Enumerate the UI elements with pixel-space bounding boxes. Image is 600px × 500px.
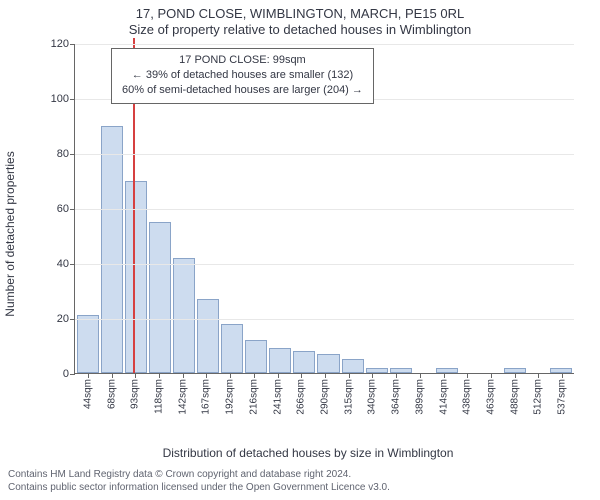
y-tick-label: 80 — [57, 148, 69, 160]
y-tick-label: 100 — [51, 93, 69, 105]
x-tick-label: 167sqm — [201, 379, 212, 415]
histogram-bar — [221, 324, 243, 374]
y-tick-label: 120 — [51, 38, 69, 50]
x-tick-mark — [230, 373, 231, 378]
x-tick-mark — [112, 373, 113, 378]
histogram-bar — [77, 315, 99, 373]
x-tick-label: 512sqm — [533, 379, 544, 415]
x-tick-mark — [325, 373, 326, 378]
x-tick-mark — [135, 373, 136, 378]
x-tick-mark — [491, 373, 492, 378]
y-tick-label: 20 — [57, 313, 69, 325]
gridline — [75, 154, 574, 155]
histogram-bar — [550, 368, 572, 374]
x-tick-label: 488sqm — [509, 379, 520, 415]
y-tick-mark — [70, 264, 75, 265]
footer-line2: Contains public sector information licen… — [8, 481, 390, 494]
footer-line1: Contains HM Land Registry data © Crown c… — [8, 468, 390, 481]
y-tick-mark — [70, 99, 75, 100]
y-tick-mark — [70, 44, 75, 45]
gridline — [75, 209, 574, 210]
histogram-bar — [197, 299, 219, 373]
histogram-bar — [390, 368, 412, 374]
x-tick-label: 266sqm — [296, 379, 307, 415]
y-tick-mark — [70, 209, 75, 210]
x-tick-mark — [467, 373, 468, 378]
histogram-bar — [149, 222, 171, 373]
x-tick-label: 192sqm — [225, 379, 236, 415]
x-tick-label: 315sqm — [343, 379, 354, 415]
x-tick-mark — [206, 373, 207, 378]
x-tick-mark — [278, 373, 279, 378]
x-tick-mark — [396, 373, 397, 378]
histogram-bar — [317, 354, 339, 373]
x-tick-label: 438sqm — [462, 379, 473, 415]
x-tick-label: 340sqm — [367, 379, 378, 415]
x-axis-label: Distribution of detached houses by size … — [163, 446, 454, 460]
plot-area: 17 POND CLOSE: 99sqm ← 39% of detached h… — [74, 44, 574, 374]
histogram-bar — [269, 348, 291, 373]
x-tick-mark — [515, 373, 516, 378]
histogram-bar — [101, 126, 123, 374]
x-tick-label: 44sqm — [82, 379, 93, 409]
gridline — [75, 264, 574, 265]
x-tick-mark — [372, 373, 373, 378]
footer-attribution: Contains HM Land Registry data © Crown c… — [8, 468, 390, 494]
x-tick-label: 537sqm — [557, 379, 568, 415]
histogram-bar — [436, 368, 458, 374]
x-tick-mark — [88, 373, 89, 378]
y-tick-label: 60 — [57, 203, 69, 215]
histogram-bar — [366, 368, 388, 374]
y-tick-mark — [70, 154, 75, 155]
x-tick-mark — [301, 373, 302, 378]
histogram-bar — [173, 258, 195, 374]
x-tick-mark — [444, 373, 445, 378]
y-tick-mark — [70, 374, 75, 375]
x-tick-mark — [183, 373, 184, 378]
y-tick-label: 0 — [63, 368, 69, 380]
histogram-bar — [342, 359, 364, 373]
x-tick-label: 364sqm — [391, 379, 402, 415]
x-tick-mark — [562, 373, 563, 378]
y-tick-label: 40 — [57, 258, 69, 270]
histogram-bar — [293, 351, 315, 373]
annotation-box: 17 POND CLOSE: 99sqm ← 39% of detached h… — [111, 48, 374, 104]
x-tick-mark — [349, 373, 350, 378]
x-tick-mark — [420, 373, 421, 378]
x-tick-label: 118sqm — [154, 379, 165, 414]
x-tick-label: 216sqm — [248, 379, 259, 415]
annotation-line3: 60% of semi-detached houses are larger (… — [122, 83, 363, 98]
annotation-line1: 17 POND CLOSE: 99sqm — [122, 53, 363, 68]
x-tick-label: 463sqm — [486, 379, 497, 415]
gridline — [75, 319, 574, 320]
chart-title-block: 17, POND CLOSE, WIMBLINGTON, MARCH, PE15… — [0, 0, 600, 39]
x-tick-label: 414sqm — [438, 379, 449, 415]
x-tick-label: 290sqm — [320, 379, 331, 415]
y-axis-label: Number of detached properties — [3, 151, 17, 316]
y-tick-mark — [70, 319, 75, 320]
chart-container: Number of detached properties 17 POND CL… — [38, 44, 578, 424]
x-tick-mark — [538, 373, 539, 378]
gridline — [75, 44, 574, 45]
title-address: 17, POND CLOSE, WIMBLINGTON, MARCH, PE15… — [0, 6, 600, 22]
x-tick-mark — [254, 373, 255, 378]
x-tick-label: 68sqm — [106, 379, 117, 409]
title-subtitle: Size of property relative to detached ho… — [0, 22, 600, 38]
x-tick-label: 241sqm — [272, 379, 283, 415]
x-tick-mark — [159, 373, 160, 378]
histogram-bar — [245, 340, 267, 373]
x-tick-label: 93sqm — [130, 379, 141, 409]
x-tick-label: 142sqm — [177, 379, 188, 415]
annotation-line2: ← 39% of detached houses are smaller (13… — [122, 68, 363, 83]
x-tick-label: 389sqm — [414, 379, 425, 415]
